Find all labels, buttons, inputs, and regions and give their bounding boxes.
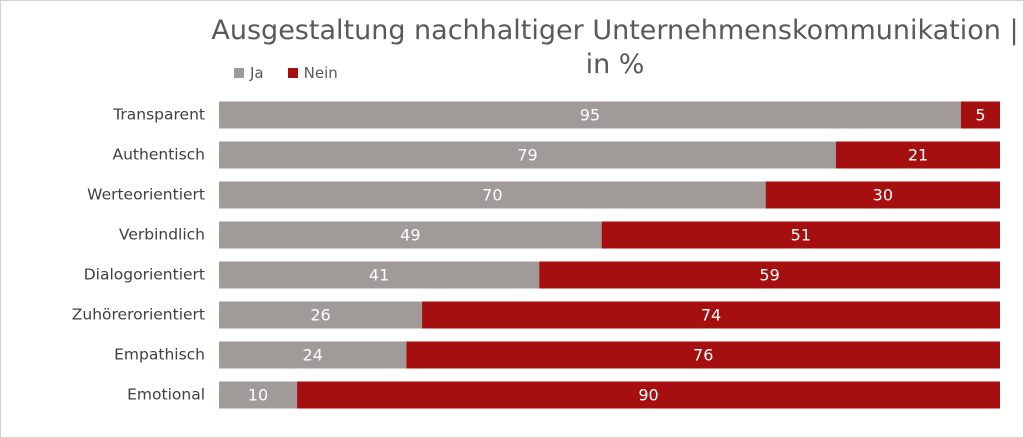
bar-ja-werteorientiert xyxy=(219,181,766,209)
bar-ja-verbindlich xyxy=(219,221,602,249)
data-label-ja-transparent: 95 xyxy=(580,106,600,125)
category-label-authentisch: Authentisch xyxy=(113,146,206,164)
bar-nein-zuh-rerorientiert xyxy=(422,301,1000,329)
category-label-emotional: Emotional xyxy=(127,386,205,404)
bar-nein-emotional xyxy=(297,381,1001,409)
bar-ja-dialogorientiert xyxy=(219,261,540,289)
data-label-nein-verbindlich: 51 xyxy=(791,226,811,245)
legend-item-ja: Ja xyxy=(234,64,264,82)
category-label-werteorientiert: Werteorientiert xyxy=(87,186,205,204)
category-label-verbindlich: Verbindlich xyxy=(119,226,205,244)
legend-swatch-ja xyxy=(234,68,244,78)
bar-nein-verbindlich xyxy=(601,221,1000,249)
legend-label-ja: Ja xyxy=(250,64,264,82)
data-label-nein-empathisch: 76 xyxy=(693,346,713,365)
data-label-nein-dialogorientiert: 59 xyxy=(759,266,779,285)
data-label-ja-verbindlich: 49 xyxy=(400,226,420,245)
bar-ja-zuh-rerorientiert xyxy=(219,301,423,329)
category-label-dialogorientiert: Dialogorientiert xyxy=(84,266,205,284)
category-label-empathisch: Empathisch xyxy=(114,346,205,364)
bar-nein-dialogorientiert xyxy=(539,261,1000,289)
data-label-ja-emotional: 10 xyxy=(248,386,268,405)
legend-label-nein: Nein xyxy=(303,64,338,82)
data-label-nein-werteorientiert: 30 xyxy=(873,186,893,205)
data-label-ja-zuh-rerorientiert: 26 xyxy=(310,306,330,325)
legend-swatch-nein xyxy=(287,68,298,78)
bar-ja-emotional xyxy=(219,381,298,409)
chart-title: Ausgestaltung nachhaltiger Unternehmensk… xyxy=(211,15,1019,80)
bar-ja-authentisch xyxy=(219,141,836,169)
bar-nein-empathisch xyxy=(406,341,1000,369)
data-label-nein-authentisch: 21 xyxy=(908,146,928,165)
category-label-transparent: Transparent xyxy=(112,106,205,124)
data-label-ja-authentisch: 79 xyxy=(517,146,537,165)
bar-ja-transparent xyxy=(219,101,961,129)
legend: Ja Nein xyxy=(234,64,338,82)
legend-item-nein: Nein xyxy=(287,64,338,82)
data-label-ja-werteorientiert: 70 xyxy=(482,186,502,205)
bar-nein-werteorientiert xyxy=(765,181,1000,209)
data-label-nein-emotional: 90 xyxy=(638,386,658,405)
data-label-ja-dialogorientiert: 41 xyxy=(369,266,389,285)
category-label-zuh-rerorientiert: Zuhörerorientiert xyxy=(72,306,205,324)
data-label-ja-empathisch: 24 xyxy=(303,346,323,365)
bar-ja-empathisch xyxy=(219,341,407,369)
bar-nein-authentisch xyxy=(835,141,1000,169)
data-label-nein-zuh-rerorientiert: 74 xyxy=(701,306,721,325)
data-label-nein-transparent: 5 xyxy=(975,106,985,125)
bar-nein-transparent xyxy=(960,101,1000,129)
